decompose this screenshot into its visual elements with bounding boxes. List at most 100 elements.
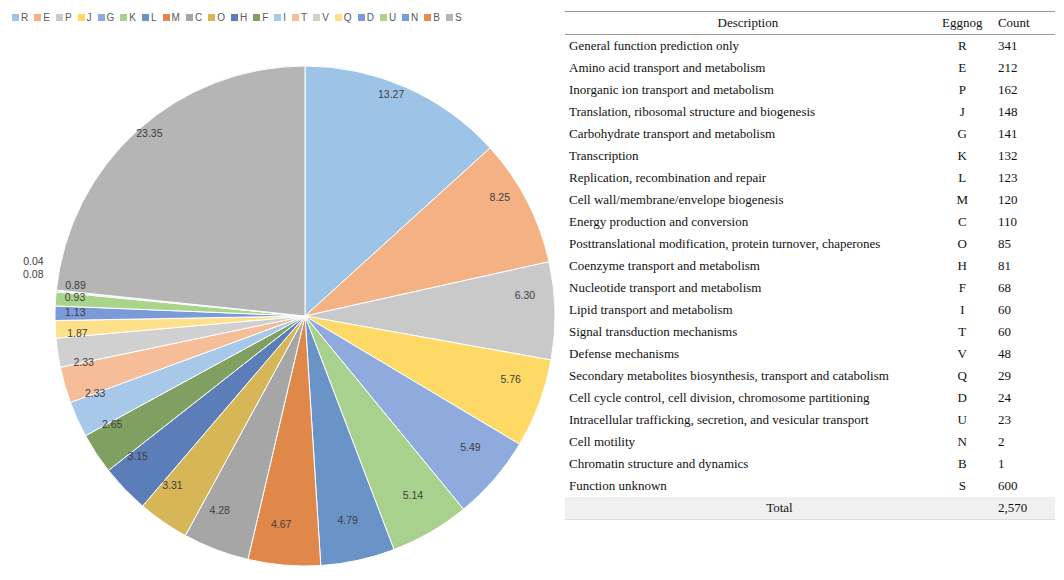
html-text:1: 1 (997, 456, 1005, 471)
html-text:148: 148 (997, 104, 1018, 119)
svg-text:23.35: 23.35 (136, 127, 162, 139)
svg-text:0.89: 0.89 (65, 279, 86, 291)
html-text:85: 85 (997, 236, 1011, 251)
html-text:Coenzyme transport and metabol: Coenzyme transport and metabolism (569, 258, 760, 273)
html-text:K: K (957, 148, 967, 163)
html-text:60: 60 (997, 324, 1011, 339)
html-text:132: 132 (997, 148, 1018, 163)
html-text:E: E (958, 60, 967, 75)
html-text:23: 23 (997, 412, 1011, 427)
html-text:R: R (958, 38, 967, 53)
svg-text:2.33: 2.33 (85, 387, 106, 399)
html-text:R: R (21, 12, 29, 23)
html-text:P: P (64, 12, 72, 23)
html-text:24: 24 (997, 390, 1011, 405)
html-text:B: B (958, 456, 967, 471)
html-text:Replication, recombination and: Replication, recombination and repair (569, 170, 767, 185)
html-text:N: N (411, 12, 419, 23)
svg-text:2.33: 2.33 (74, 356, 95, 368)
html-text:Posttranslational modification: Posttranslational modification, protein … (569, 236, 881, 251)
html-text:P: P (958, 82, 966, 97)
html-text:Total: Total (766, 500, 793, 515)
svg-text:4.28: 4.28 (210, 504, 231, 516)
html-text:Q: Q (343, 12, 352, 23)
html-text:Secondary metabolites biosynth: Secondary metabolites biosynthesis, tran… (569, 368, 889, 383)
html-text:O: O (957, 236, 967, 251)
html-text:Cell cycle control, cell divis: Cell cycle control, cell division, chrom… (569, 390, 870, 405)
html-text:162: 162 (997, 82, 1018, 97)
svg-text:4.79: 4.79 (337, 514, 358, 526)
html-text:Lipid transport and metabolism: Lipid transport and metabolism (569, 302, 733, 317)
html-text:Function unknown: Function unknown (569, 478, 667, 493)
html-text:Transcription: Transcription (569, 148, 639, 163)
html-text:H: H (957, 258, 967, 273)
svg-text:5.49: 5.49 (460, 441, 481, 453)
html-text:Energy production and conversi: Energy production and conversion (569, 214, 749, 229)
html-text:Carbohydrate transport and met: Carbohydrate transport and metabolism (569, 126, 776, 141)
html-text:O: O (217, 12, 225, 23)
html-text:K: K (129, 12, 136, 23)
html-text:C: C (194, 12, 203, 23)
html-text:Q: Q (957, 368, 967, 383)
html-text:48: 48 (997, 346, 1011, 361)
html-text:Nucleotide transport and metab: Nucleotide transport and metabolism (569, 280, 762, 295)
svg-text:1.13: 1.13 (65, 306, 86, 318)
svg-text:0.93: 0.93 (65, 291, 86, 303)
html-text:Defense mechanisms: Defense mechanisms (569, 346, 680, 361)
svg-text:3.15: 3.15 (127, 450, 148, 462)
html-text:Eggnog: Eggnog (942, 15, 983, 30)
svg-text:8.25: 8.25 (490, 191, 511, 203)
html-text:D: D (366, 12, 374, 23)
html-text:C: C (958, 214, 967, 229)
html-text:U: U (957, 412, 967, 427)
svg-text:3.31: 3.31 (162, 479, 183, 491)
html-text:E: E (43, 12, 50, 23)
html-text:S: S (958, 478, 966, 493)
html-text:Cell motility: Cell motility (569, 434, 636, 449)
svg-text:0.04: 0.04 (23, 255, 44, 267)
html-text:110: 110 (997, 214, 1017, 229)
html-text:2: 2 (997, 434, 1005, 449)
html-text:H: H (240, 12, 248, 23)
html-text:Signal transduction mechanisms: Signal transduction mechanisms (569, 324, 738, 339)
svg-text:1.87: 1.87 (67, 327, 88, 339)
html-text:212: 212 (997, 60, 1018, 75)
html-text:123: 123 (997, 170, 1018, 185)
html-text:81: 81 (997, 258, 1011, 273)
html-text:U: U (388, 12, 397, 23)
html-text:341: 341 (997, 38, 1018, 53)
html-text:T: T (958, 324, 967, 339)
html-text:60: 60 (997, 302, 1011, 317)
html-text:600: 600 (997, 478, 1018, 493)
html-text:120: 120 (997, 192, 1018, 207)
html-text:General function prediction on: General function prediction only (569, 38, 739, 53)
html-text:F: F (958, 280, 966, 295)
html-text:N: N (957, 434, 967, 449)
html-text:2,570: 2,570 (997, 500, 1028, 515)
svg-text:0.08: 0.08 (23, 268, 44, 280)
html-text:Cell wall/membrane/envelope bi: Cell wall/membrane/envelope biogenesis (569, 192, 784, 207)
html-text:G: G (957, 126, 967, 141)
html-text:V: V (957, 346, 967, 361)
html-text:M: M (956, 192, 969, 207)
svg-text:2.65: 2.65 (102, 418, 123, 430)
html-text:Amino acid transport and metab: Amino acid transport and metabolism (569, 60, 766, 75)
svg-text:4.67: 4.67 (271, 518, 292, 530)
html-text:Intracellular trafficking, sec: Intracellular trafficking, secretion, an… (569, 412, 869, 427)
html-text:Inorganic ion transport and me: Inorganic ion transport and metabolism (569, 82, 774, 97)
html-text:G: G (106, 12, 115, 23)
html-text:29: 29 (997, 368, 1011, 383)
svg-text:5.14: 5.14 (403, 489, 424, 501)
html-text:Description: Description (717, 15, 779, 30)
html-text:141: 141 (997, 126, 1018, 141)
html-text:L: L (958, 170, 967, 185)
html-text:M: M (171, 12, 180, 23)
svg-text:13.27: 13.27 (378, 88, 404, 100)
html-text:D: D (957, 390, 967, 405)
html-text:Translation, ribosomal structu: Translation, ribosomal structure and bio… (569, 104, 816, 119)
svg-text:5.76: 5.76 (501, 373, 522, 385)
html-text:Chromatin structure and dynami: Chromatin structure and dynamics (569, 456, 749, 471)
svg-text:6.30: 6.30 (515, 289, 536, 301)
html-text:Count: Count (997, 15, 1030, 30)
html-text:68: 68 (997, 280, 1011, 295)
